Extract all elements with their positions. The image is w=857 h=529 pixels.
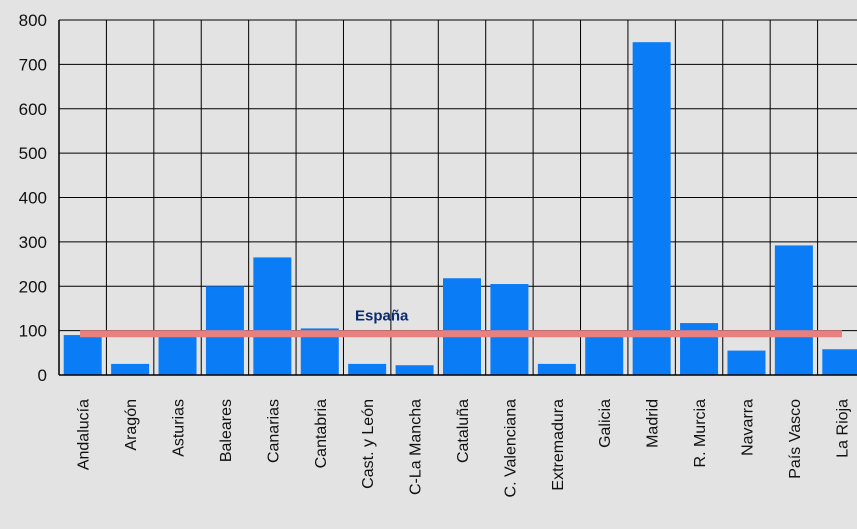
x-tick-label: Extremadura bbox=[550, 399, 567, 491]
bar bbox=[253, 257, 292, 375]
x-tick-label: C-La Mancha bbox=[408, 399, 425, 495]
x-tick-label: Aragón bbox=[123, 399, 140, 451]
x-tick-label: Cast. y León bbox=[360, 399, 377, 489]
x-tick-label: Asturias bbox=[171, 399, 188, 457]
bar bbox=[158, 332, 197, 375]
x-tick-label: Navarra bbox=[739, 399, 756, 456]
y-tick-label: 400 bbox=[19, 189, 47, 208]
y-tick-label: 100 bbox=[19, 322, 47, 341]
y-tick-label: 800 bbox=[19, 11, 47, 30]
x-tick-label: Galicia bbox=[597, 399, 614, 448]
reference-line-label: España bbox=[355, 308, 409, 325]
bar bbox=[822, 349, 857, 375]
x-tick-label: R. Murcia bbox=[692, 399, 709, 468]
bar bbox=[632, 42, 671, 375]
x-tick-label: C. Valenciana bbox=[502, 399, 519, 498]
bar bbox=[585, 332, 624, 375]
bar bbox=[537, 363, 576, 375]
y-tick-label: 600 bbox=[19, 100, 47, 119]
x-tick-label: Cataluña bbox=[455, 399, 472, 463]
x-tick-label: La Rioja bbox=[834, 399, 851, 458]
bar bbox=[63, 335, 102, 375]
x-tick-label: Baleares bbox=[218, 399, 235, 462]
bar bbox=[395, 365, 434, 375]
x-tick-label: Madrid bbox=[645, 399, 662, 448]
y-tick-label: 700 bbox=[19, 55, 47, 74]
y-tick-label: 500 bbox=[19, 144, 47, 163]
bar bbox=[111, 363, 150, 375]
x-tick-label: Andalucía bbox=[76, 399, 93, 470]
bar bbox=[727, 350, 766, 375]
x-tick-label: País Vasco bbox=[787, 399, 804, 479]
bar bbox=[490, 284, 529, 375]
bar bbox=[348, 363, 387, 375]
bar bbox=[774, 245, 813, 375]
x-tick-label: Cantabria bbox=[313, 399, 330, 468]
y-tick-label: 300 bbox=[19, 233, 47, 252]
y-tick-label: 0 bbox=[38, 366, 47, 385]
bar bbox=[443, 278, 481, 375]
y-tick-label: 200 bbox=[19, 277, 47, 296]
x-tick-label: Canarias bbox=[265, 399, 282, 463]
